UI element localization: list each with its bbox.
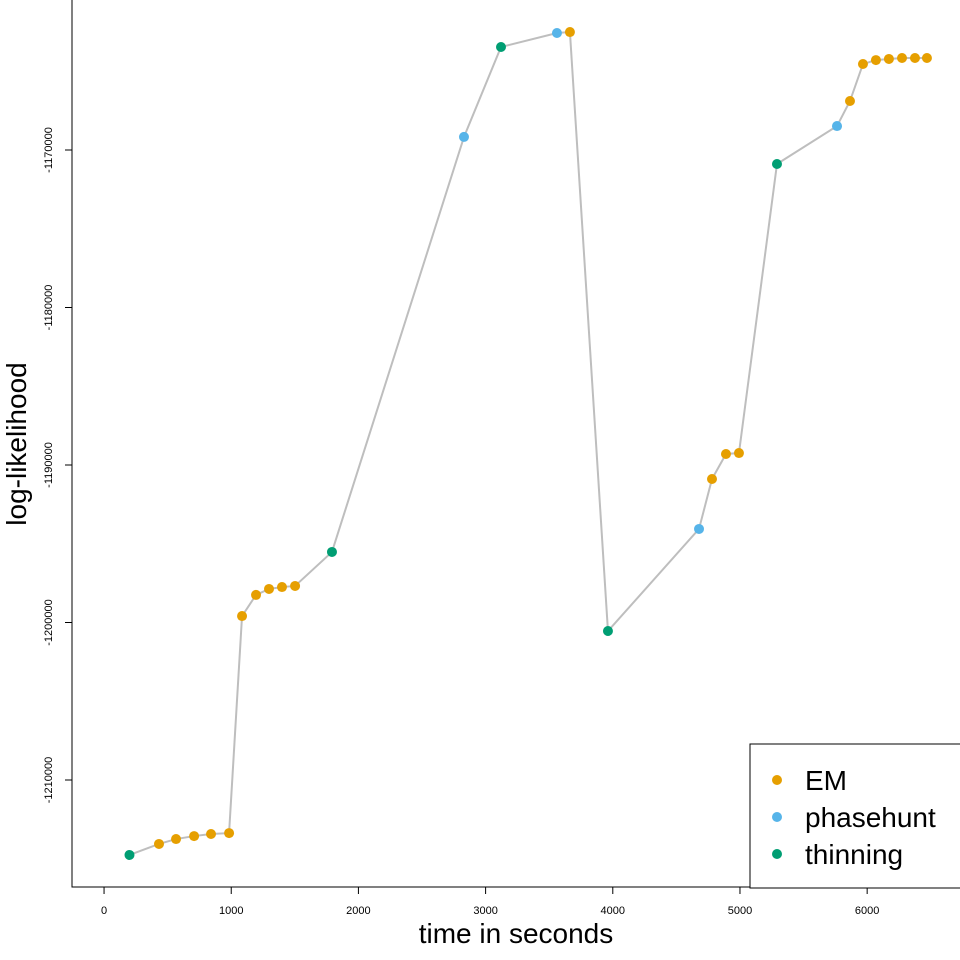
x-axis-label: time in seconds: [419, 918, 614, 949]
point-EM: [206, 829, 217, 840]
point-EM: [171, 834, 182, 845]
point-EM: [276, 582, 287, 593]
point-thinning: [495, 41, 506, 52]
point-EM: [844, 96, 855, 107]
point-thinning: [124, 849, 135, 860]
point-EM: [564, 27, 575, 38]
legend-label-phasehunt: phasehunt: [805, 802, 936, 833]
legend-label-EM: EM: [805, 765, 847, 796]
legend-marker-EM: [772, 775, 782, 785]
x-tick-label: 6000: [855, 905, 879, 917]
y-tick-label: -1190000: [43, 442, 55, 488]
point-EM: [897, 53, 908, 64]
x-tick-label: 0: [101, 905, 107, 917]
y-tick-label: -1210000: [43, 757, 55, 804]
x-tick-label: 3000: [473, 905, 497, 917]
point-phasehunt: [551, 27, 562, 38]
point-EM: [224, 828, 235, 839]
point-EM: [189, 831, 200, 842]
x-tick-label: 4000: [601, 905, 625, 917]
point-EM: [857, 59, 868, 70]
x-tick-label: 1000: [219, 905, 243, 917]
x-tick-label: 5000: [728, 905, 752, 917]
legend-label-thinning: thinning: [805, 839, 903, 870]
point-thinning: [326, 546, 337, 557]
point-EM: [153, 838, 164, 849]
y-tick-label: -1180000: [43, 285, 55, 331]
y-tick-label: -1170000: [43, 127, 55, 173]
point-EM: [720, 448, 731, 459]
point-phasehunt: [832, 121, 843, 132]
legend: EM phasehunt thinning: [749, 743, 960, 889]
point-thinning: [771, 159, 782, 170]
point-EM: [237, 611, 248, 622]
point-thinning: [602, 626, 613, 637]
point-EM: [733, 448, 744, 459]
y-axis-label: log-likelihood: [1, 362, 32, 525]
y-tick-label: -1200000: [43, 599, 55, 646]
point-EM: [921, 53, 932, 64]
point-EM: [251, 589, 262, 600]
plot-frame: [71, 0, 960, 888]
point-EM: [264, 583, 275, 594]
legend-marker-phasehunt: [772, 812, 782, 822]
x-tick-label: 2000: [346, 905, 370, 917]
point-EM: [290, 580, 301, 591]
legend-box: [749, 743, 960, 889]
point-phasehunt: [694, 523, 705, 534]
trace-line: [129, 30, 927, 856]
point-EM: [909, 53, 920, 64]
point-EM: [883, 53, 894, 64]
point-EM: [706, 474, 717, 485]
point-EM: [870, 55, 881, 66]
legend-marker-thinning: [772, 849, 782, 859]
point-phasehunt: [458, 131, 469, 142]
